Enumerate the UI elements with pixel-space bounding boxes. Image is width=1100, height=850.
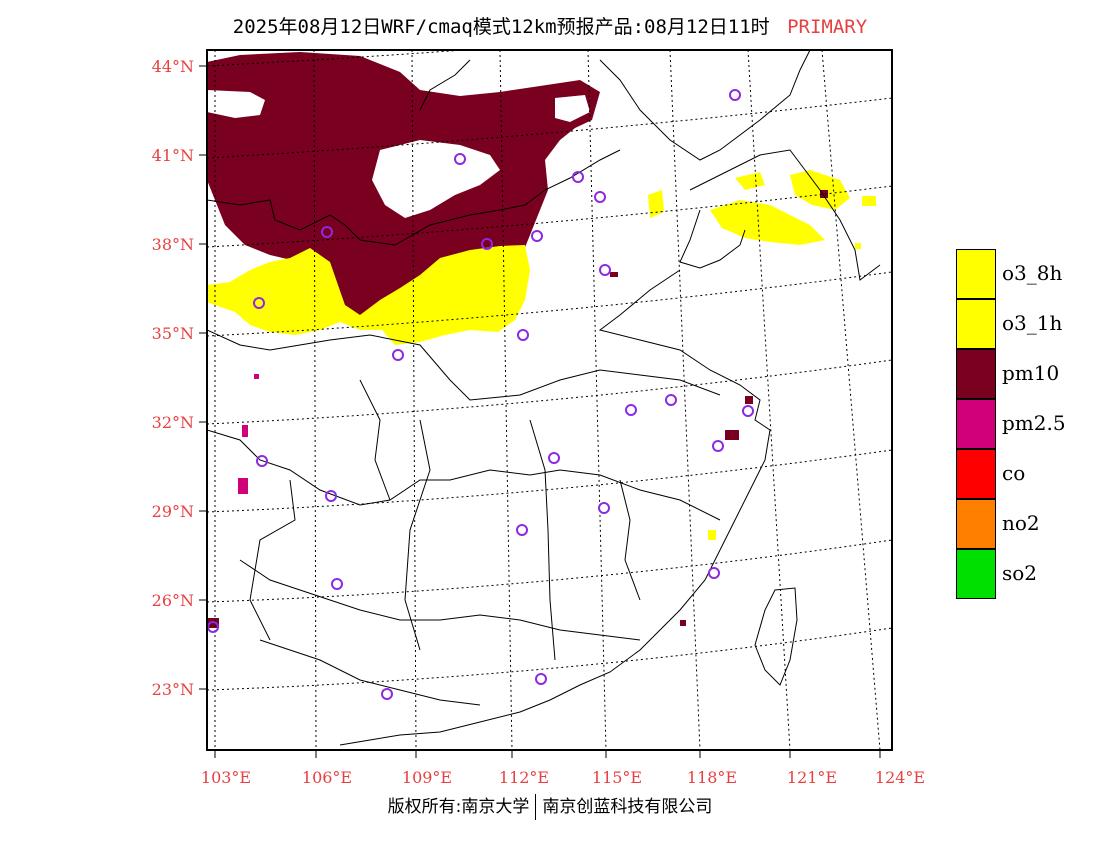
station-marker [256, 455, 268, 467]
legend-item-o3-8h: o3_8h [956, 249, 1096, 299]
x-axis-labels: 103°E 106°E 109°E 112°E 115°E 118°E 121°… [201, 768, 925, 787]
legend-item-pm25: pm2.5 [956, 399, 1096, 449]
legend-item-o3-1h: o3_1h [956, 299, 1096, 349]
station-marker [599, 264, 611, 276]
legend-label: pm2.5 [1002, 411, 1066, 435]
o3-speck [708, 530, 716, 540]
map-plot-area [207, 50, 892, 750]
legend-item-so2: so2 [956, 549, 1096, 599]
pm10-speck [745, 396, 753, 404]
y-tick-label: 26°N [152, 591, 194, 610]
station-marker [625, 404, 637, 416]
station-marker [253, 297, 265, 309]
y-axis-labels: 44°N 41°N 38°N 35°N 32°N 29°N 26°N 23°N [152, 57, 194, 699]
legend-swatch [956, 249, 996, 299]
y-tick-label: 23°N [152, 680, 194, 699]
station-marker [321, 226, 333, 238]
y-tick-label: 44°N [152, 57, 194, 76]
pm25-speck [242, 425, 248, 437]
station-marker [481, 238, 493, 250]
station-marker [325, 490, 337, 502]
station-marker [517, 329, 529, 341]
x-tick-label: 121°E [787, 768, 837, 787]
x-tick-label: 124°E [875, 768, 925, 787]
pm10-speck [680, 620, 686, 626]
station-marker [708, 567, 720, 579]
station-marker [729, 89, 741, 101]
o3-region-bohai [710, 200, 825, 245]
station-marker [535, 673, 547, 685]
legend-swatch [956, 499, 996, 549]
y-tick-label: 35°N [152, 324, 194, 343]
station-marker [548, 452, 560, 464]
o3-region-central [207, 245, 530, 345]
clear-hole-2 [372, 140, 500, 218]
legend-label: o3_1h [1002, 311, 1063, 335]
legend-label: pm10 [1002, 361, 1060, 385]
title-tag: PRIMARY [787, 16, 868, 38]
x-tick-label: 109°E [402, 768, 452, 787]
station-marker [392, 349, 404, 361]
legend-swatch [956, 399, 996, 449]
legend-item-pm10: pm10 [956, 349, 1096, 399]
pm10-speck [820, 190, 828, 198]
legend-item-co: co [956, 449, 1096, 499]
o3-speck [862, 196, 876, 206]
station-marker [598, 502, 610, 514]
y-tick-label: 38°N [152, 235, 194, 254]
pm25-speck [254, 374, 259, 379]
legend-label: so2 [1002, 561, 1038, 585]
y-tick-label: 29°N [152, 502, 194, 521]
legend-swatch [956, 299, 996, 349]
x-tick-label: 115°E [592, 768, 642, 787]
station-marker [516, 524, 528, 536]
station-marker [742, 405, 754, 417]
station-marker [665, 394, 677, 406]
boundary-lines [207, 50, 881, 746]
o3-region-small [648, 190, 664, 218]
copyright-footer: 版权所有:南京大学 南京创蓝科技有限公司 [0, 792, 1100, 820]
legend-label: no2 [1002, 511, 1040, 535]
x-tick-label: 112°E [499, 768, 549, 787]
copyright-left: 版权所有:南京大学 [387, 797, 530, 817]
station-marker [712, 440, 724, 452]
clear-hole-3 [555, 95, 590, 122]
clear-hole-1 [207, 90, 265, 118]
axis-ticks [199, 65, 881, 758]
pm10-speck [725, 430, 739, 440]
station-markers [207, 89, 754, 700]
pm25-speck [238, 478, 248, 494]
x-tick-label: 118°E [687, 768, 737, 787]
x-tick-label: 106°E [302, 768, 352, 787]
x-tick-label: 103°E [201, 768, 251, 787]
pm10-speck [610, 272, 618, 277]
station-marker [454, 153, 466, 165]
o3-speck [855, 243, 861, 249]
graticule [207, 50, 892, 750]
footer-divider [535, 794, 537, 820]
y-tick-label: 41°N [152, 146, 194, 165]
station-marker [572, 171, 584, 183]
legend-swatch [956, 349, 996, 399]
station-marker [594, 191, 606, 203]
copyright-right: 南京创蓝科技有限公司 [542, 797, 713, 817]
o3-region-hebei-patch [735, 172, 765, 190]
legend-swatch [956, 449, 996, 499]
title-main: 2025年08月12日WRF/cmaq模式12km预报产品:08月12日11时 [232, 16, 770, 38]
legend-swatch [956, 549, 996, 599]
y-tick-label: 32°N [152, 413, 194, 432]
station-marker [531, 230, 543, 242]
legend-label: co [1002, 461, 1026, 485]
legend-label: o3_8h [1002, 261, 1063, 285]
map-frame [206, 49, 893, 751]
station-marker [381, 688, 393, 700]
station-marker [331, 578, 343, 590]
legend-item-no2: no2 [956, 499, 1096, 549]
map-title: 2025年08月12日WRF/cmaq模式12km预报产品:08月12日11时 … [0, 12, 1100, 39]
